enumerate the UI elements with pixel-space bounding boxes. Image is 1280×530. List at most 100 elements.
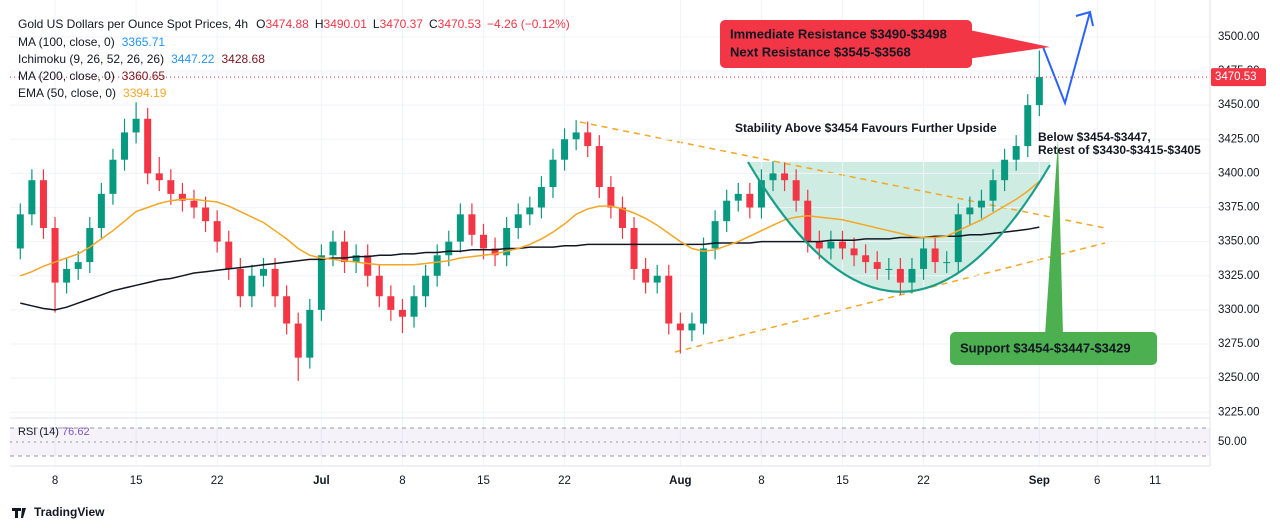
y-tick-label: 3250.00 xyxy=(1218,372,1260,384)
y-tick-label: 3375.00 xyxy=(1218,202,1260,214)
y-tick-label: 3325.00 xyxy=(1218,270,1260,282)
candle-body xyxy=(456,214,464,242)
candle-body xyxy=(178,193,186,201)
rsi-tick-label: 50.00 xyxy=(1218,436,1247,448)
candle-body xyxy=(97,193,105,228)
x-tick-label: 15 xyxy=(477,475,490,487)
candle-body xyxy=(966,207,974,215)
indicator-value: 3365.71 xyxy=(122,35,166,49)
indicator-name: Ichimoku (9, 26, 52, 26, 26) xyxy=(18,52,164,66)
candle-body xyxy=(873,262,881,269)
candle-body xyxy=(757,180,765,208)
candle-body xyxy=(491,248,499,256)
candle-body xyxy=(769,173,777,181)
candle-body xyxy=(537,187,545,208)
ohlc-value: 3474.88 xyxy=(265,17,309,31)
last-price-label: 3470.53 xyxy=(1215,71,1257,83)
candle-body xyxy=(16,214,24,249)
candle-body xyxy=(259,268,267,276)
candle-body xyxy=(364,255,372,276)
x-tick-label: 6 xyxy=(1094,475,1100,487)
indicator-value: 3394.19 xyxy=(123,86,167,100)
candle-body xyxy=(931,248,939,263)
brand: TradingView xyxy=(34,505,105,519)
candle-body xyxy=(248,275,256,297)
candle-body xyxy=(109,159,117,194)
candle-body xyxy=(121,132,129,160)
x-tick-label: 8 xyxy=(399,475,405,487)
rsi-value: 76.62 xyxy=(62,426,90,438)
y-tick-label: 3275.00 xyxy=(1218,338,1260,350)
candle-body xyxy=(375,275,383,297)
candle-body xyxy=(144,118,152,174)
candle-body xyxy=(943,262,951,264)
candle-body xyxy=(595,146,603,188)
header: Gold US Dollars per Ounce Spot Prices, 4… xyxy=(18,17,570,31)
candle-body xyxy=(352,255,360,263)
candle-body xyxy=(908,268,916,283)
candle-body xyxy=(850,248,858,256)
indicator-name: MA (200, close, 0) xyxy=(18,69,115,83)
indicator-legend: Ichimoku (9, 26, 52, 26, 26) 3447.22 3428.… xyxy=(18,52,265,66)
candle-body xyxy=(225,241,233,269)
candle-body xyxy=(422,275,430,297)
indicator-value: 3447.22 xyxy=(171,52,215,66)
ohlc-key: L xyxy=(373,17,380,31)
x-tick-label: Jul xyxy=(313,475,330,487)
brand-logo xyxy=(12,508,26,518)
candle-body xyxy=(572,132,580,140)
candle-body xyxy=(433,255,441,276)
x-tick-label: 8 xyxy=(758,475,764,487)
candle-body xyxy=(746,193,754,208)
rsi-label: RSI (14) 76.62 xyxy=(18,426,90,438)
candle-body xyxy=(815,241,823,249)
last-price-tag xyxy=(1211,68,1266,87)
candle-body xyxy=(804,200,812,242)
change: −4.26 (−0.12%) xyxy=(487,17,570,31)
candle-body xyxy=(387,296,395,310)
callout-pointer xyxy=(1045,140,1063,335)
indicator-value: 3428.68 xyxy=(221,52,265,66)
resistance-text: Immediate Resistance $3490-$3498 xyxy=(730,26,947,41)
candle-body xyxy=(132,118,140,133)
candle-body xyxy=(86,227,94,263)
candle-body xyxy=(28,180,36,215)
x-tick-label: 8 xyxy=(52,475,58,487)
x-tick-label: 11 xyxy=(1149,475,1161,487)
projection-arrow xyxy=(1042,11,1091,107)
candle-body xyxy=(642,268,650,283)
candle-body xyxy=(1001,159,1009,181)
candle-body xyxy=(734,193,742,201)
candle-body xyxy=(410,296,418,317)
candle-body xyxy=(607,187,615,208)
indicator-value: 3360.65 xyxy=(122,69,166,83)
resistance-text: Next Resistance $3545-$3568 xyxy=(730,44,911,59)
candle-body xyxy=(584,132,592,147)
candle-body xyxy=(190,200,198,208)
candle-body xyxy=(202,207,210,222)
candle-body xyxy=(480,234,487,249)
candle-body xyxy=(39,180,47,228)
candle-body xyxy=(271,268,279,297)
indicator-name: MA (100, close, 0) xyxy=(18,35,115,49)
candle-body xyxy=(468,214,476,235)
candle-body xyxy=(329,241,337,256)
candle-body xyxy=(514,214,522,228)
candle-body xyxy=(549,159,557,188)
x-tick-label: 15 xyxy=(130,475,143,487)
candle-body xyxy=(236,268,244,297)
candle-body xyxy=(676,323,684,331)
candle-body xyxy=(618,207,626,228)
candle-body xyxy=(317,255,325,310)
candle-body xyxy=(283,296,291,324)
indicator-name: EMA (50, close, 0) xyxy=(18,86,116,100)
y-tick-label: 3225.00 xyxy=(1218,406,1260,418)
candle-body xyxy=(306,309,314,358)
indicator-legend: MA (100, close, 0) 3365.71 xyxy=(18,35,165,49)
candle-body xyxy=(155,173,163,181)
ohlc-key: O xyxy=(256,17,265,31)
ohlc-value: 3490.01 xyxy=(324,17,368,31)
candle-body xyxy=(954,214,962,263)
y-tick-label: 3350.00 xyxy=(1218,236,1260,248)
